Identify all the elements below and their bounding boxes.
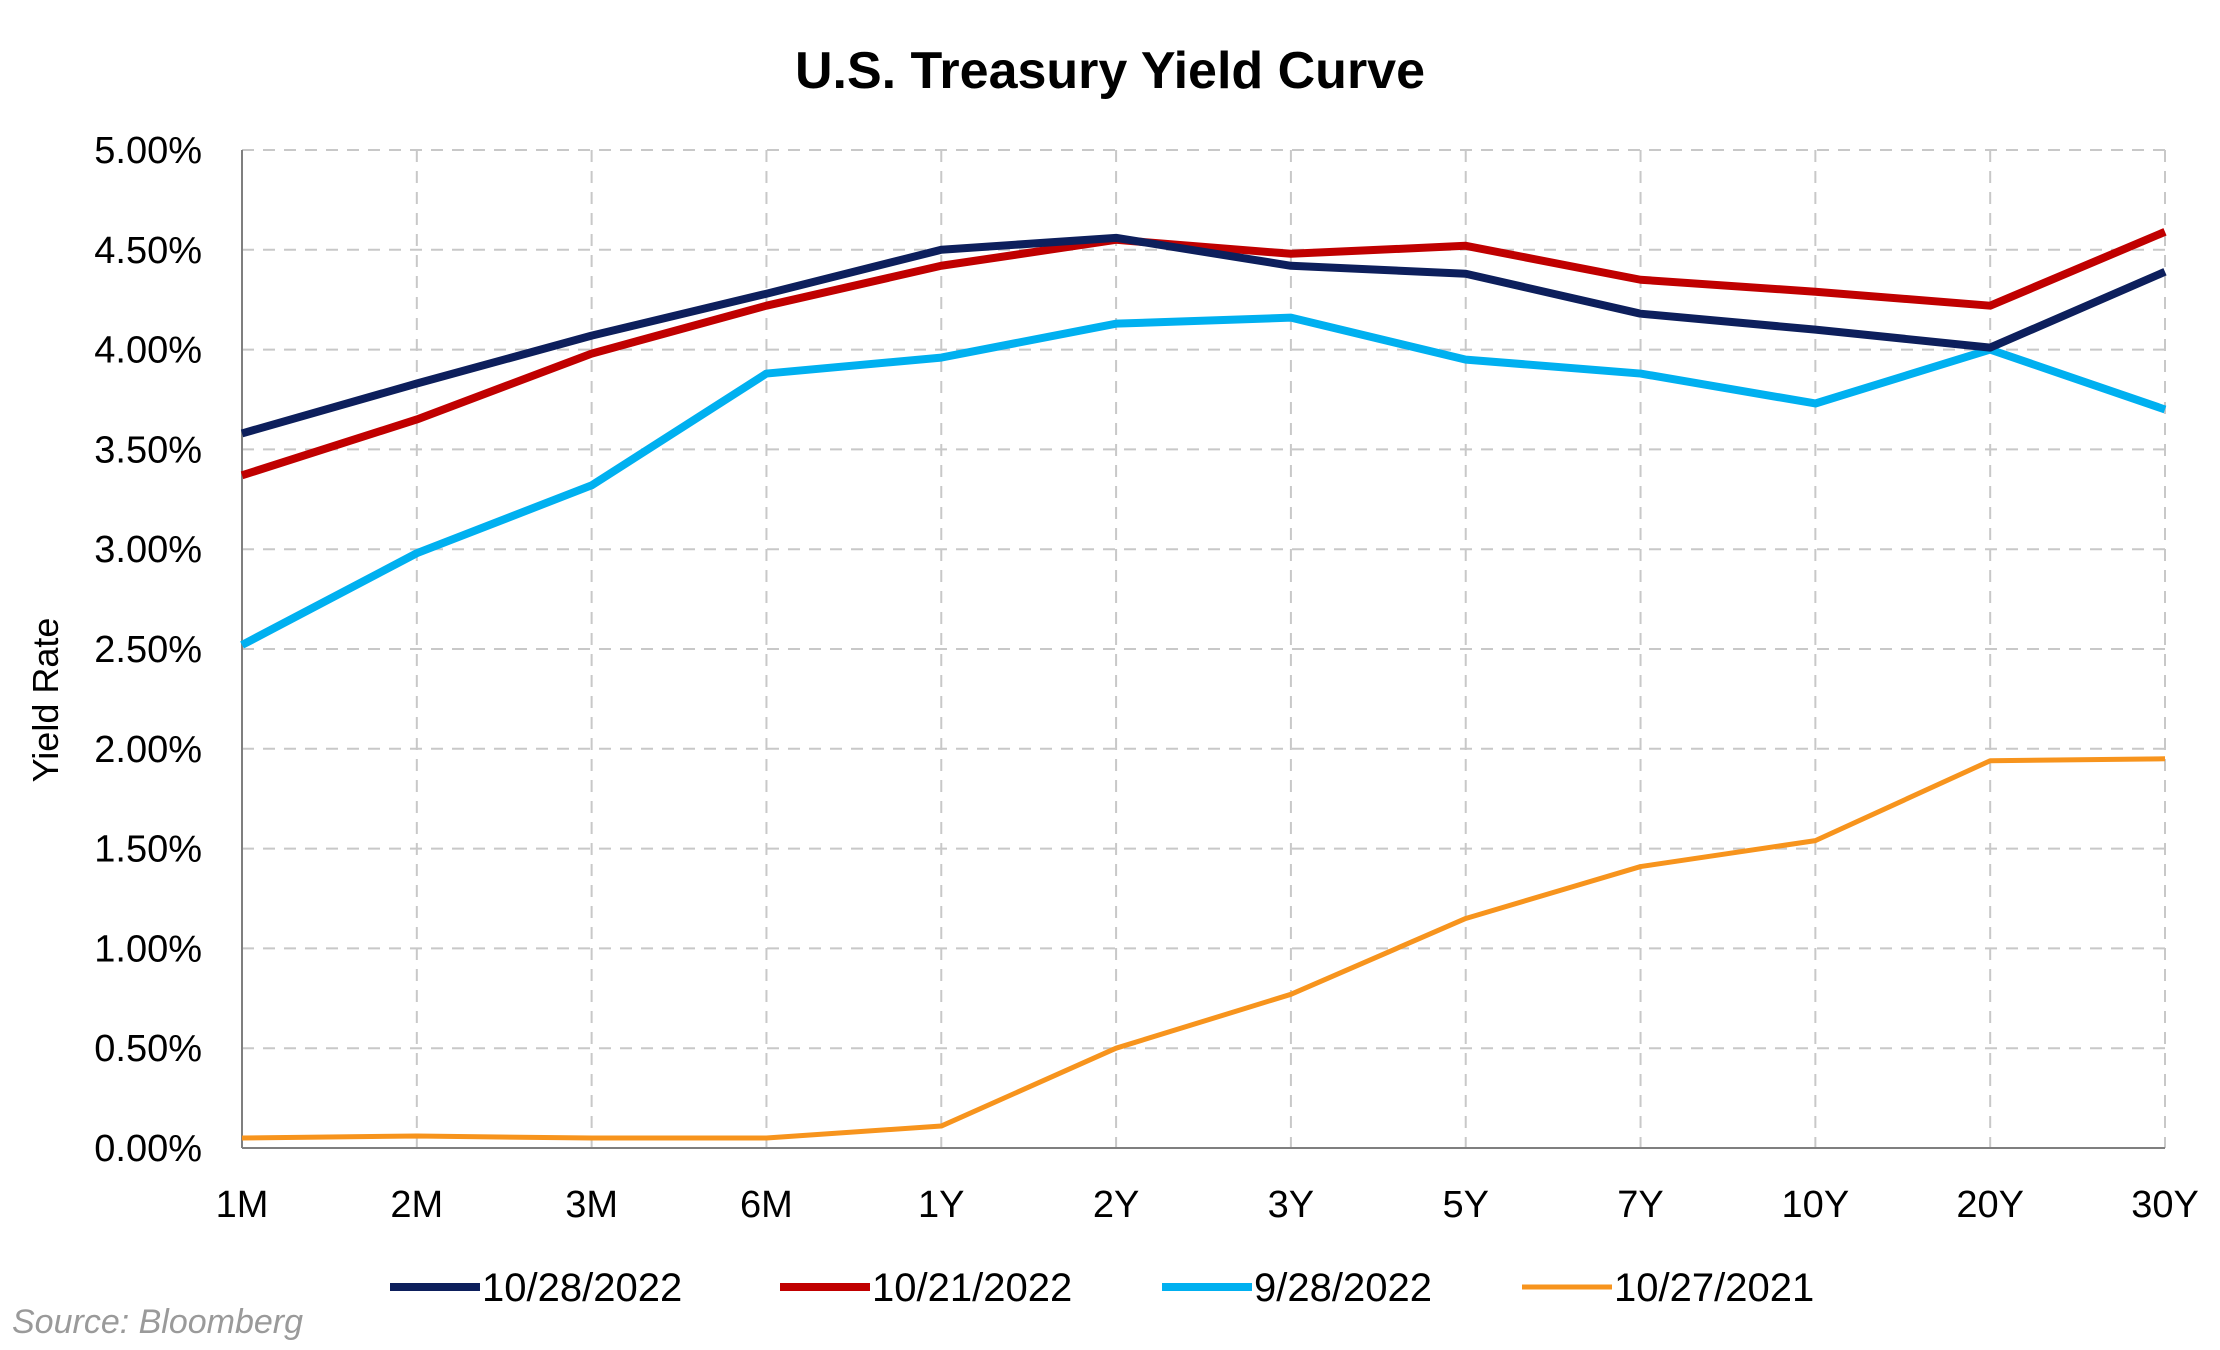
series-lines: [240, 228, 2167, 1141]
source-note: Source: Bloomberg: [12, 1303, 303, 1341]
x-tick-labels: 1M 2M 3M 6M 1Y 2Y 3Y 5Y 7Y 10Y 20Y 30Y: [216, 1184, 2199, 1226]
y-axis-label: Yield Rate: [25, 618, 66, 783]
x-tick-label: 10Y: [1782, 1184, 1850, 1226]
series-line: [240, 228, 2167, 480]
x-tick-label: 6M: [740, 1184, 793, 1226]
y-tick-label: 2.00%: [94, 729, 202, 771]
y-tick-label: 1.00%: [94, 928, 202, 970]
x-tick-label: 1Y: [918, 1184, 964, 1226]
x-tick-label: 2Y: [1093, 1184, 1139, 1226]
y-tick-label: 0.00%: [94, 1128, 202, 1170]
y-tick-label: 1.50%: [94, 829, 202, 871]
legend-label: 10/21/2022: [872, 1266, 1072, 1310]
x-tick-label: 2M: [390, 1184, 443, 1226]
y-tick-label: 3.00%: [94, 529, 202, 571]
series-line: [240, 313, 2167, 649]
x-tick-label: 5Y: [1442, 1184, 1488, 1226]
legend-label: 10/28/2022: [482, 1266, 682, 1310]
legend-label: 10/27/2021: [1614, 1266, 1814, 1310]
x-tick-label: 20Y: [1956, 1184, 2024, 1226]
y-tick-label: 4.00%: [94, 330, 202, 372]
legend-label: 9/28/2022: [1254, 1266, 1432, 1310]
axes: [241, 150, 2165, 1149]
x-tick-label: 3M: [565, 1184, 618, 1226]
gridlines: [242, 149, 2166, 1148]
chart-title: U.S. Treasury Yield Curve: [795, 42, 1425, 100]
y-tick-labels: 0.00% 0.50% 1.00% 1.50% 2.00% 2.50% 3.00% 3.50%…: [94, 130, 202, 1170]
x-tick-label: 30Y: [2131, 1184, 2199, 1226]
x-tick-label: 7Y: [1617, 1184, 1663, 1226]
y-tick-label: 0.50%: [94, 1028, 202, 1070]
y-tick-label: 5.00%: [94, 130, 202, 172]
y-tick-label: 3.50%: [94, 429, 202, 471]
x-tick-label: 1M: [216, 1184, 269, 1226]
y-tick-label: 4.50%: [94, 230, 202, 272]
series-line: [241, 756, 2166, 1141]
x-tick-label: 3Y: [1268, 1184, 1314, 1226]
y-tick-label: 2.50%: [94, 629, 202, 671]
series-line: [240, 233, 2167, 438]
legend: 10/28/2022 10/21/2022 9/28/2022 10/27/2021: [390, 1266, 1814, 1310]
